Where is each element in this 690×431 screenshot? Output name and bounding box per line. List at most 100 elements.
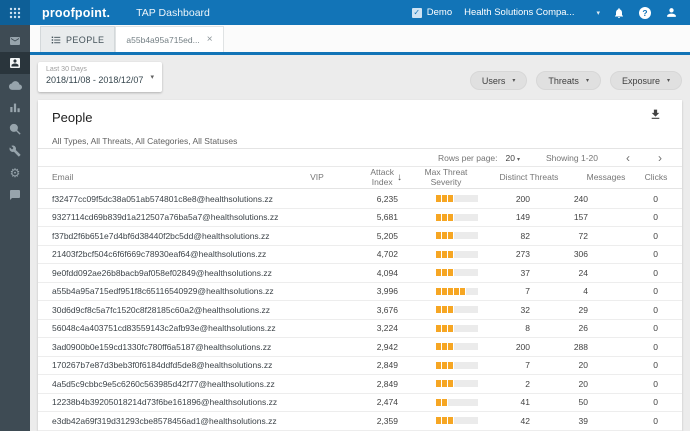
table-row[interactable]: f37bd2f6b651e7d4bf6d38440f2bc5dd@healths… bbox=[38, 227, 682, 246]
messages-cell: 288 bbox=[573, 341, 588, 352]
threats-filter-button[interactable]: Threats ▾ bbox=[536, 71, 601, 90]
previous-page-button[interactable]: ‹ bbox=[626, 150, 630, 165]
rows-per-page-label: Rows per page: bbox=[437, 152, 498, 163]
wrench-icon bbox=[9, 145, 21, 157]
table-header: Email VIP Attack Index ↓ Max Threat Seve… bbox=[38, 167, 682, 189]
checkbox-checked-icon: ✓ bbox=[411, 7, 422, 18]
sidebar-item-mail[interactable] bbox=[0, 30, 30, 52]
account-button[interactable] bbox=[664, 6, 678, 20]
table-row[interactable]: f32477cc09f5dc38a051ab574801c8e8@healths… bbox=[38, 190, 682, 209]
messages-cell: 20 bbox=[578, 378, 588, 389]
sidebar-item-people[interactable] bbox=[0, 52, 30, 74]
close-icon[interactable]: × bbox=[206, 34, 213, 45]
sidebar-item-search[interactable] bbox=[0, 118, 30, 140]
attack-index-cell: 6,235 bbox=[376, 193, 398, 204]
table-row[interactable]: 21403f2bcf504c6f6f669c78930eaf64@healths… bbox=[38, 246, 682, 264]
messages-cell: 157 bbox=[573, 212, 588, 223]
severity-cell bbox=[402, 398, 490, 406]
column-header-attack-index[interactable]: Attack Index ↓ bbox=[332, 166, 402, 188]
sidebar-item-feedback[interactable] bbox=[0, 184, 30, 206]
chevron-down-icon: ▾ bbox=[512, 78, 516, 84]
pagination-bar: Rows per page: 20 ▾ Showing 1-20 ‹ › bbox=[38, 148, 682, 167]
attack-index-cell: 2,942 bbox=[376, 341, 398, 352]
users-filter-button[interactable]: Users ▾ bbox=[469, 71, 528, 90]
chevron-down-icon: ▾ bbox=[596, 9, 600, 17]
app-title: TAP Dashboard bbox=[136, 6, 210, 19]
clicks-cell: 0 bbox=[653, 397, 658, 408]
proofpoint-logo: proofpoint. bbox=[42, 5, 111, 20]
sidebar-item-tools[interactable] bbox=[0, 140, 30, 162]
attack-index-line1: Attack bbox=[370, 166, 394, 177]
distinct-threats-cell: 82 bbox=[520, 230, 530, 241]
sidebar-item-settings[interactable]: ⚙ bbox=[0, 162, 30, 184]
severity-bar bbox=[436, 195, 478, 203]
date-range-preset-label: Last 30 Days bbox=[46, 66, 87, 73]
tab-people[interactable]: PEOPLE bbox=[40, 26, 116, 52]
column-header-messages[interactable]: Messages bbox=[586, 171, 626, 182]
severity-bar bbox=[436, 343, 478, 351]
severity-bar bbox=[436, 250, 478, 258]
severity-cell bbox=[402, 213, 490, 221]
email-cell: f37bd2f6b651e7d4bf6d38440f2bc5dd@healths… bbox=[52, 230, 270, 241]
exposure-filter-button[interactable]: Exposure ▾ bbox=[609, 71, 682, 90]
date-range-selector[interactable]: Last 30 Days 2018/11/08 - 2018/12/07 ▾ bbox=[38, 62, 162, 92]
org-selector[interactable]: Health Solutions Compa... ▾ bbox=[464, 7, 600, 18]
download-button[interactable] bbox=[649, 108, 662, 126]
messages-cell: 26 bbox=[578, 323, 588, 334]
distinct-threats-cell: 8 bbox=[525, 323, 530, 334]
help-button[interactable]: ? bbox=[638, 6, 652, 20]
severity-bar bbox=[436, 232, 478, 240]
users-filter-label: Users bbox=[481, 75, 506, 86]
attack-index-cell: 4,702 bbox=[376, 249, 398, 260]
distinct-threats-cell: 32 bbox=[520, 304, 530, 315]
bar-chart-icon bbox=[10, 103, 20, 113]
severity-cell bbox=[402, 417, 490, 425]
rows-per-page-value: 20 bbox=[505, 152, 515, 163]
table-row[interactable]: 9e0fdd092ae26b8bacb9af058ef02849@healths… bbox=[38, 264, 682, 283]
column-header-max-threat-severity[interactable]: Max Threat Severity bbox=[402, 167, 490, 188]
rows-per-page-select[interactable]: 20 ▾ bbox=[506, 153, 520, 163]
table-row[interactable]: 170267b7e87d3beb3f0f6184ddfd5de8@healths… bbox=[38, 357, 682, 375]
app-grid-button[interactable] bbox=[0, 0, 30, 25]
distinct-threats-cell: 200 bbox=[515, 341, 530, 352]
next-page-button[interactable]: › bbox=[658, 150, 662, 165]
distinct-threats-cell: 149 bbox=[515, 212, 530, 223]
table-row[interactable]: e3db42a69f319d31293cbe8578456ad1@healths… bbox=[38, 412, 682, 431]
demo-checkbox[interactable]: ✓ Demo bbox=[411, 7, 452, 18]
column-header-distinct-threats[interactable]: Distinct Threats bbox=[499, 171, 559, 182]
email-cell: 3ad0900b0e159cd1330fc780ff6a5187@healths… bbox=[52, 341, 272, 352]
table-row[interactable]: a55b4a95a715edf951f8c65116540929@healths… bbox=[38, 283, 682, 301]
bell-icon bbox=[615, 7, 623, 18]
sidebar-item-cloud[interactable] bbox=[0, 74, 30, 96]
table-row[interactable]: 9327114cd69b839d1a212507a76ba5a7@healths… bbox=[38, 209, 682, 227]
notifications-button[interactable] bbox=[612, 6, 626, 20]
messages-cell: 50 bbox=[578, 397, 588, 408]
showing-range: Showing 1-20 bbox=[546, 152, 598, 163]
table-row[interactable]: 56048c4a403751cd83559143c2afb93e@healths… bbox=[38, 320, 682, 338]
table-row[interactable]: 4a5d5c9cbbc9e5c6260c563985d42f77@healths… bbox=[38, 375, 682, 394]
distinct-threats-cell: 273 bbox=[515, 249, 530, 260]
table-row[interactable]: 3ad0900b0e159cd1330fc780ff6a5187@healths… bbox=[38, 338, 682, 357]
table-body: f32477cc09f5dc38a051ab574801c8e8@healths… bbox=[38, 190, 682, 431]
clicks-cell: 0 bbox=[653, 212, 658, 223]
email-cell: 170267b7e87d3beb3f0f6184ddfd5de8@healths… bbox=[52, 360, 273, 371]
severity-bar bbox=[436, 417, 478, 425]
sidebar-item-reports[interactable] bbox=[0, 96, 30, 118]
table-row[interactable]: 30d6d9cf8c5a7fc1520c8f28185c60a2@healths… bbox=[38, 301, 682, 320]
clicks-cell: 0 bbox=[653, 304, 658, 315]
list-icon bbox=[51, 36, 61, 43]
clicks-cell: 0 bbox=[653, 267, 658, 278]
chat-icon bbox=[10, 190, 20, 200]
table-row[interactable]: 12238b4b39205018214d73f6be161896@healths… bbox=[38, 394, 682, 412]
email-cell: e3db42a69f319d31293cbe8578456ad1@healths… bbox=[52, 415, 277, 426]
attack-index-cell: 5,205 bbox=[376, 230, 398, 241]
column-header-vip[interactable]: VIP bbox=[310, 171, 324, 182]
severity-cell bbox=[402, 343, 490, 351]
column-header-clicks[interactable]: Clicks bbox=[644, 171, 668, 182]
exposure-filter-label: Exposure bbox=[621, 75, 660, 86]
severity-bar bbox=[436, 324, 478, 332]
severity-cell bbox=[402, 287, 490, 295]
tab-person-detail[interactable]: a55b4a95a715ed... × bbox=[115, 26, 224, 52]
page-title: People bbox=[52, 110, 93, 125]
column-header-email[interactable]: Email bbox=[52, 171, 74, 182]
